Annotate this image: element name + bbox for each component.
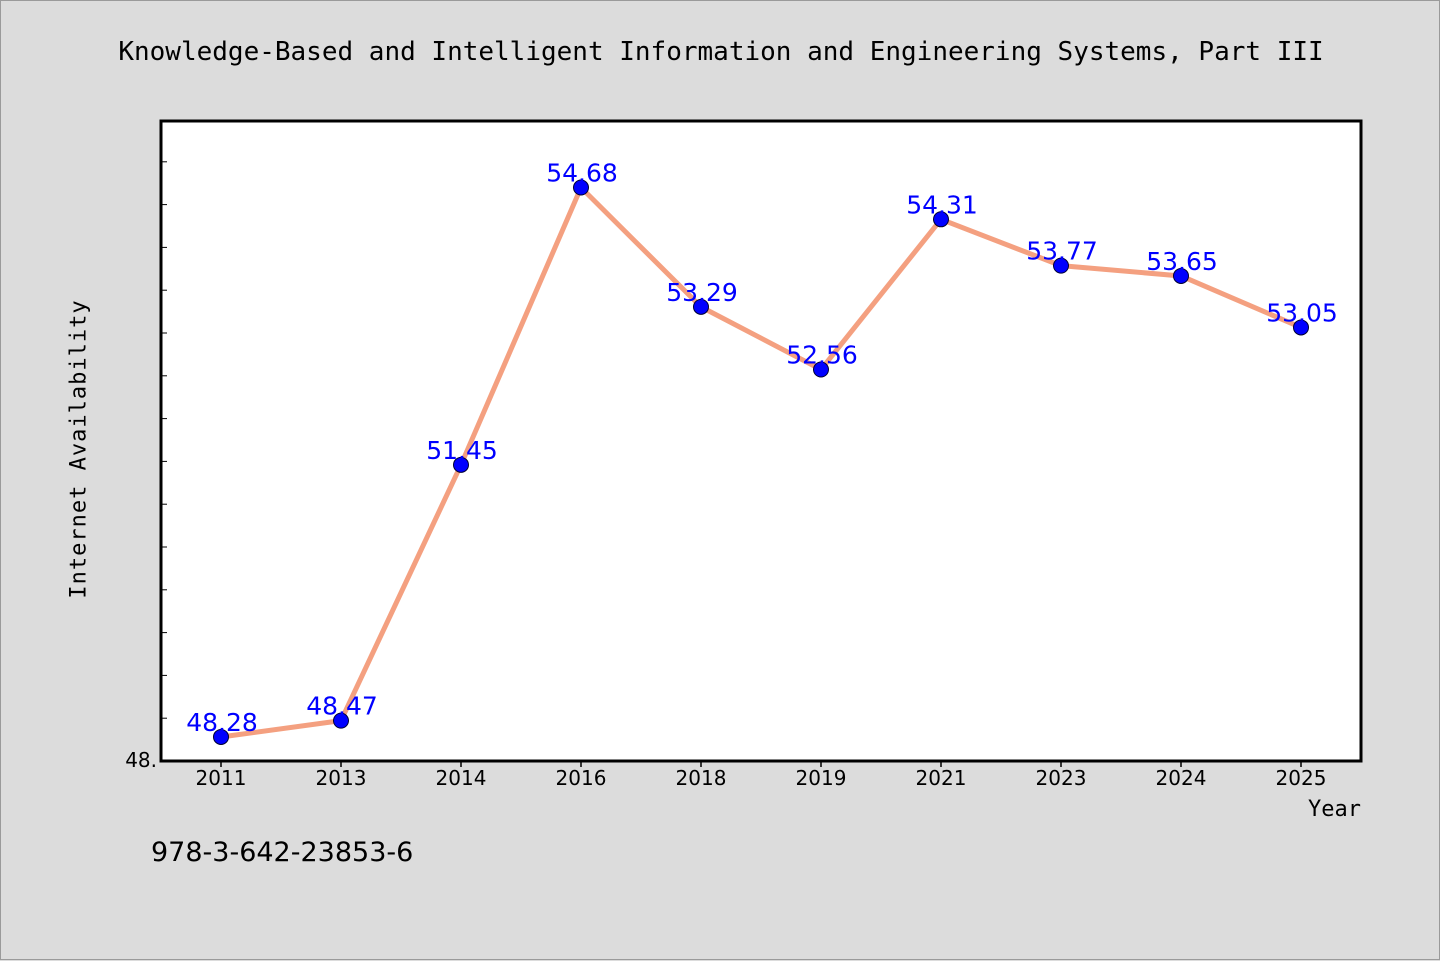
data-label: 53.77: [1026, 237, 1098, 266]
data-label: 52.56: [786, 341, 858, 370]
data-point: [1053, 257, 1069, 274]
data-label: 53.65: [1146, 247, 1218, 276]
x-tick-label: 2016: [556, 766, 607, 790]
x-tick-label: 2011: [196, 766, 247, 790]
y-tick-label: 48.: [125, 748, 157, 772]
data-point: [573, 179, 589, 196]
data-point: [1293, 319, 1309, 336]
series-line: [218, 185, 1304, 740]
x-tick-label: 2013: [316, 766, 367, 790]
data-label: 48.47: [306, 692, 378, 721]
data-point: [213, 728, 229, 745]
data-label: 54.31: [906, 190, 978, 219]
data-label: 51.45: [426, 436, 498, 465]
data-point: [1173, 267, 1189, 284]
isbn-text: 978-3-642-23853-6: [151, 837, 414, 868]
data-point: [453, 456, 469, 473]
x-axis-label: Year: [1308, 797, 1361, 822]
plot-area: [159, 119, 1363, 763]
x-tick-label: 2021: [916, 766, 967, 790]
chart-title: Knowledge-Based and Intelligent Informat…: [118, 37, 1324, 67]
data-point: [333, 712, 349, 729]
data-label: 53.05: [1266, 298, 1338, 327]
data-point: [813, 361, 829, 378]
x-tick-label: 2025: [1276, 766, 1327, 790]
data-point: [693, 298, 709, 315]
x-tick-label: 2024: [1156, 766, 1207, 790]
x-tick-label: 2014: [436, 766, 487, 790]
x-tick-label: 2018: [676, 766, 727, 790]
data-label: 54.68: [546, 159, 618, 188]
x-tick-label: 2019: [796, 766, 847, 790]
data-label: 48.28: [186, 708, 258, 737]
data-point: [933, 211, 949, 228]
x-tick-label: 2023: [1036, 766, 1087, 790]
data-label: 53.29: [666, 278, 738, 307]
